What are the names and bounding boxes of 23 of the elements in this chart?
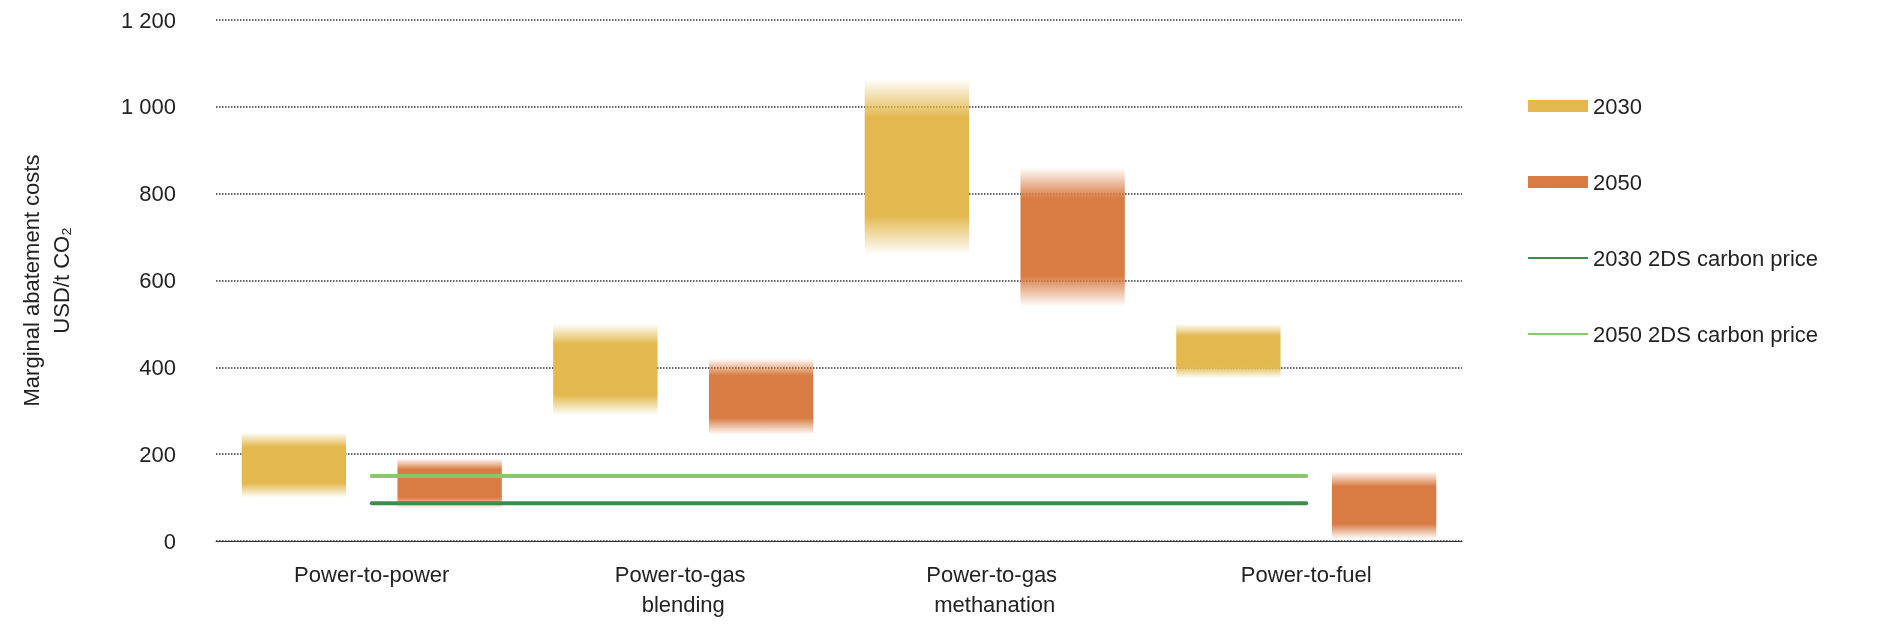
x-tick-label: Power-to-fuel [1240,561,1372,587]
legend-label: 2050 2DS carbon price [1593,321,1819,347]
y-tick-label: 0 [163,528,176,554]
x-tick-label: Power-to-power [294,561,450,587]
bar [708,358,814,435]
bar [864,78,970,255]
y-tick-label: 200 [139,441,176,467]
y-tick-label: 1 000 [120,94,176,120]
bar [1020,167,1125,307]
bar [1176,323,1281,379]
legend-label: 2030 2DS carbon price [1593,245,1819,271]
legend-label: 2050 [1593,169,1642,195]
y-tick-label: 800 [139,181,176,207]
y-tick-label: 400 [139,354,176,380]
x-tick-label: Power-to-gas blending [614,561,752,617]
x-tick-label: Power-to-gas methanation [926,561,1064,617]
bar [1331,471,1437,539]
bar [241,432,347,498]
legend-label: 2030 [1593,93,1642,119]
y-tick-label: 1 200 [120,7,176,33]
y-tick-label: 600 [139,268,176,293]
y-axis-title: Marginal abatement costs USD/t CO₂ [18,154,74,407]
bar [553,323,658,416]
